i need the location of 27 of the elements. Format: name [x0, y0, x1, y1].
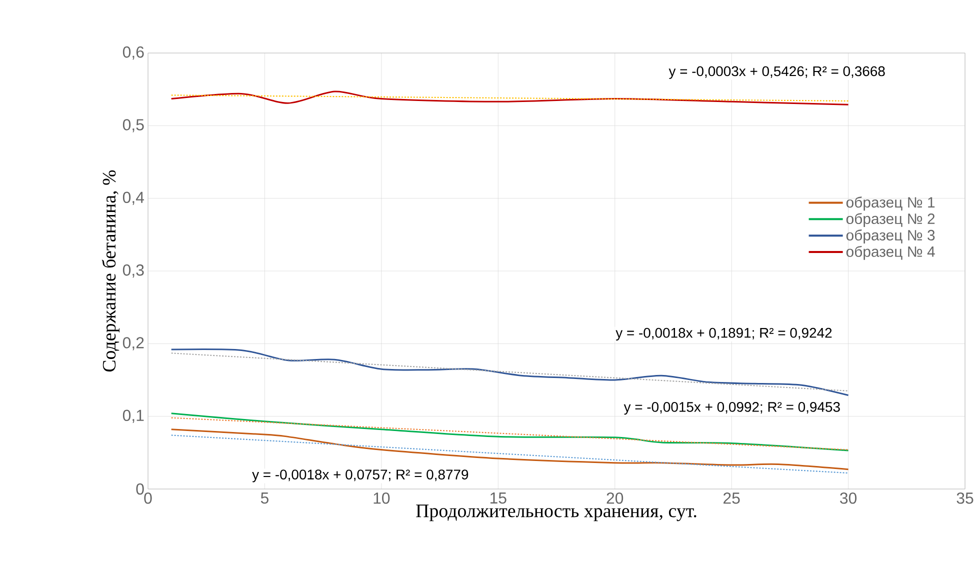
y-tick-label: 0,1 [122, 410, 144, 423]
x-tick-label: 0 [144, 492, 152, 504]
x-tick-label: 10 [374, 492, 390, 504]
x-tick-label: 20 [606, 492, 624, 504]
y-tick-label: 0,5 [122, 119, 144, 132]
legend-label: образец № 1 [846, 196, 935, 211]
y-tick-label: 0 [136, 483, 144, 495]
x-tick-label: 30 [840, 492, 857, 504]
annotation: y = -0,0003x + 0,5426; R² = 0,3668 [668, 66, 885, 79]
line-series [170, 428, 850, 470]
annotation: y = -0,0018x + 0,1891; R² = 0,9242 [616, 328, 832, 341]
y-tick-label: 0,6 [122, 46, 144, 60]
y-tick-label: 0,2 [122, 337, 144, 350]
y-tick-label: 0,4 [122, 192, 144, 205]
legend-label: образец № 4 [846, 246, 935, 260]
x-tick-label: 5 [260, 492, 268, 504]
legend-label: образец № 3 [846, 229, 935, 244]
legend-label: образец № 2 [846, 212, 935, 228]
x-tick-label: 25 [724, 492, 740, 504]
annotation: y = -0,0015x + 0,0992; R² = 0,9453 [624, 402, 840, 415]
line-series [170, 90, 850, 106]
x-tick-label: 15 [490, 492, 506, 504]
x-axis-title: Продолжительность хранения, сут. [416, 504, 696, 522]
y-axis-title: Содержание бетанина, % [102, 170, 120, 372]
annotation: y = -0,0018x + 0,0757; R² = 0,8779 [252, 470, 468, 482]
y-tick-label: 0,3 [122, 264, 144, 278]
x-tick-label: 35 [956, 492, 974, 504]
